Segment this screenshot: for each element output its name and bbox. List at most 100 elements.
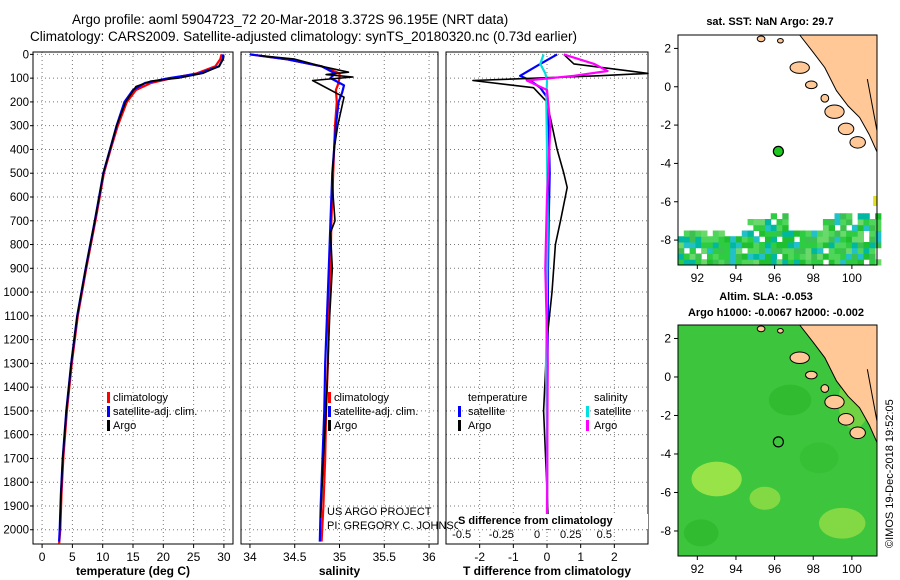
sst-cell bbox=[759, 224, 766, 231]
map-y-tick-label: 0 bbox=[664, 80, 671, 94]
sst-cell bbox=[875, 224, 882, 231]
map-x-tick-label: 94 bbox=[729, 562, 743, 576]
sst-cell bbox=[770, 213, 778, 220]
map-y-tick-label: 2 bbox=[664, 331, 671, 345]
sst-cell bbox=[706, 253, 714, 260]
sst-cell bbox=[782, 247, 789, 254]
legend-title-salinity: salinity bbox=[594, 392, 628, 404]
sst-cell bbox=[770, 224, 778, 231]
sst-cell bbox=[788, 242, 795, 249]
sst-cell bbox=[857, 242, 864, 249]
sst-cell bbox=[817, 230, 824, 237]
sst-cell bbox=[706, 259, 714, 266]
sst-cell bbox=[701, 247, 708, 254]
island bbox=[820, 93, 830, 103]
sst-cell bbox=[875, 213, 882, 220]
legend-swatch-climatology bbox=[328, 392, 331, 403]
sst-cell bbox=[817, 247, 824, 254]
sst-cell bbox=[875, 259, 882, 266]
sst-cell bbox=[678, 236, 685, 243]
sla-anomaly-patch bbox=[768, 384, 812, 416]
y-tick-label: 1600 bbox=[3, 430, 29, 442]
sst-cell bbox=[764, 236, 772, 243]
sla-anomaly-patch bbox=[691, 461, 742, 497]
difference-panel: -2 -1 0 1 2T difference from climatology -0.5… bbox=[445, 51, 649, 578]
sst-cell bbox=[701, 230, 708, 237]
sst-cell bbox=[817, 242, 824, 249]
sst-cell bbox=[747, 247, 754, 254]
island bbox=[789, 351, 810, 365]
map-y-tick-label: -8 bbox=[660, 524, 671, 538]
sst-cell bbox=[759, 247, 766, 254]
sst-cell bbox=[695, 259, 702, 266]
island bbox=[756, 325, 766, 333]
sst-cell bbox=[840, 247, 847, 254]
sst-cell bbox=[799, 253, 807, 260]
header-line1: Argo profile: aoml 5904723_72 20-Mar-201… bbox=[72, 12, 509, 27]
legend-label-t-satellite: satellite bbox=[468, 406, 505, 418]
sst-cell bbox=[875, 230, 882, 237]
sst-cell bbox=[846, 213, 853, 220]
difference-legend: temperature satellite Argo salinity sate… bbox=[458, 392, 631, 432]
sst-cell bbox=[689, 253, 696, 260]
map-y-tick-label: 2 bbox=[664, 41, 671, 55]
map-y-tick-label: -4 bbox=[660, 447, 671, 461]
sst-cell bbox=[817, 236, 824, 243]
sst-cell bbox=[788, 247, 795, 254]
x-tick-label: 35.5 bbox=[373, 550, 397, 564]
sla-anomaly-patch bbox=[819, 507, 866, 539]
sst-cell bbox=[718, 242, 725, 249]
sst-cell bbox=[724, 242, 731, 249]
sst-cell bbox=[788, 236, 795, 243]
island bbox=[789, 61, 810, 74]
sst-cell bbox=[701, 242, 708, 249]
map-x-tick-label: 100 bbox=[842, 271, 862, 285]
sst-cell bbox=[875, 219, 882, 226]
sla-map-panel: 92 94 96 98 100 2 0 -2 -4 -6 -8 bbox=[660, 324, 878, 576]
legend-swatch-climatology bbox=[107, 392, 110, 403]
sst-cell bbox=[788, 259, 795, 266]
credit-pi: PI: GREGORY C. JOHNSON bbox=[327, 520, 470, 532]
sst-cell bbox=[857, 213, 864, 220]
sst-cell bbox=[753, 242, 760, 249]
map-x-tick-label: 96 bbox=[768, 271, 782, 285]
credit-project: US ARGO PROJECT bbox=[327, 506, 432, 518]
secondary-x-tick-label: 0.25 bbox=[560, 529, 581, 541]
sst-cell bbox=[695, 230, 702, 237]
sst-cell bbox=[793, 230, 801, 237]
sst-cell bbox=[869, 253, 876, 260]
secondary-x-axis-label: S difference from climatology bbox=[458, 515, 614, 527]
sst-cell bbox=[689, 247, 696, 254]
sst-cell bbox=[851, 230, 859, 237]
sst-cell bbox=[846, 242, 853, 249]
sst-cell bbox=[840, 230, 847, 237]
sst-cell bbox=[788, 253, 795, 260]
x-tick-label: 2 bbox=[611, 550, 618, 564]
sst-cell bbox=[828, 230, 835, 237]
sst-cell bbox=[828, 253, 835, 260]
sst-cell bbox=[811, 259, 818, 266]
island bbox=[820, 384, 830, 393]
x-axis-label: temperature (deg C) bbox=[76, 564, 190, 578]
map-x-tick-label: 92 bbox=[691, 562, 705, 576]
sst-cell bbox=[764, 230, 772, 237]
sst-cell bbox=[706, 242, 714, 249]
coast-line bbox=[866, 369, 878, 422]
sst-cell bbox=[753, 253, 760, 260]
sst-cell bbox=[782, 253, 789, 260]
sst-cell bbox=[782, 224, 789, 231]
x-tick-label: 35 bbox=[333, 550, 347, 564]
sst-cell bbox=[863, 213, 870, 220]
sst-cell bbox=[764, 253, 772, 260]
sst-cell bbox=[799, 247, 807, 254]
sst-cell bbox=[840, 242, 847, 249]
temperature-panel: 0 5 10 15 20 25 30 temperature (deg C) 0 100 200 30… bbox=[3, 49, 234, 578]
legend-label-s-argo: Argo bbox=[594, 420, 617, 432]
sst-cell bbox=[706, 236, 714, 243]
sst-cell bbox=[869, 224, 876, 231]
sst-cell bbox=[828, 259, 835, 266]
x-tick-label: 34.5 bbox=[283, 550, 307, 564]
sst-cell bbox=[857, 224, 864, 231]
argo-float-marker bbox=[772, 436, 784, 448]
sst-cell bbox=[747, 253, 754, 260]
